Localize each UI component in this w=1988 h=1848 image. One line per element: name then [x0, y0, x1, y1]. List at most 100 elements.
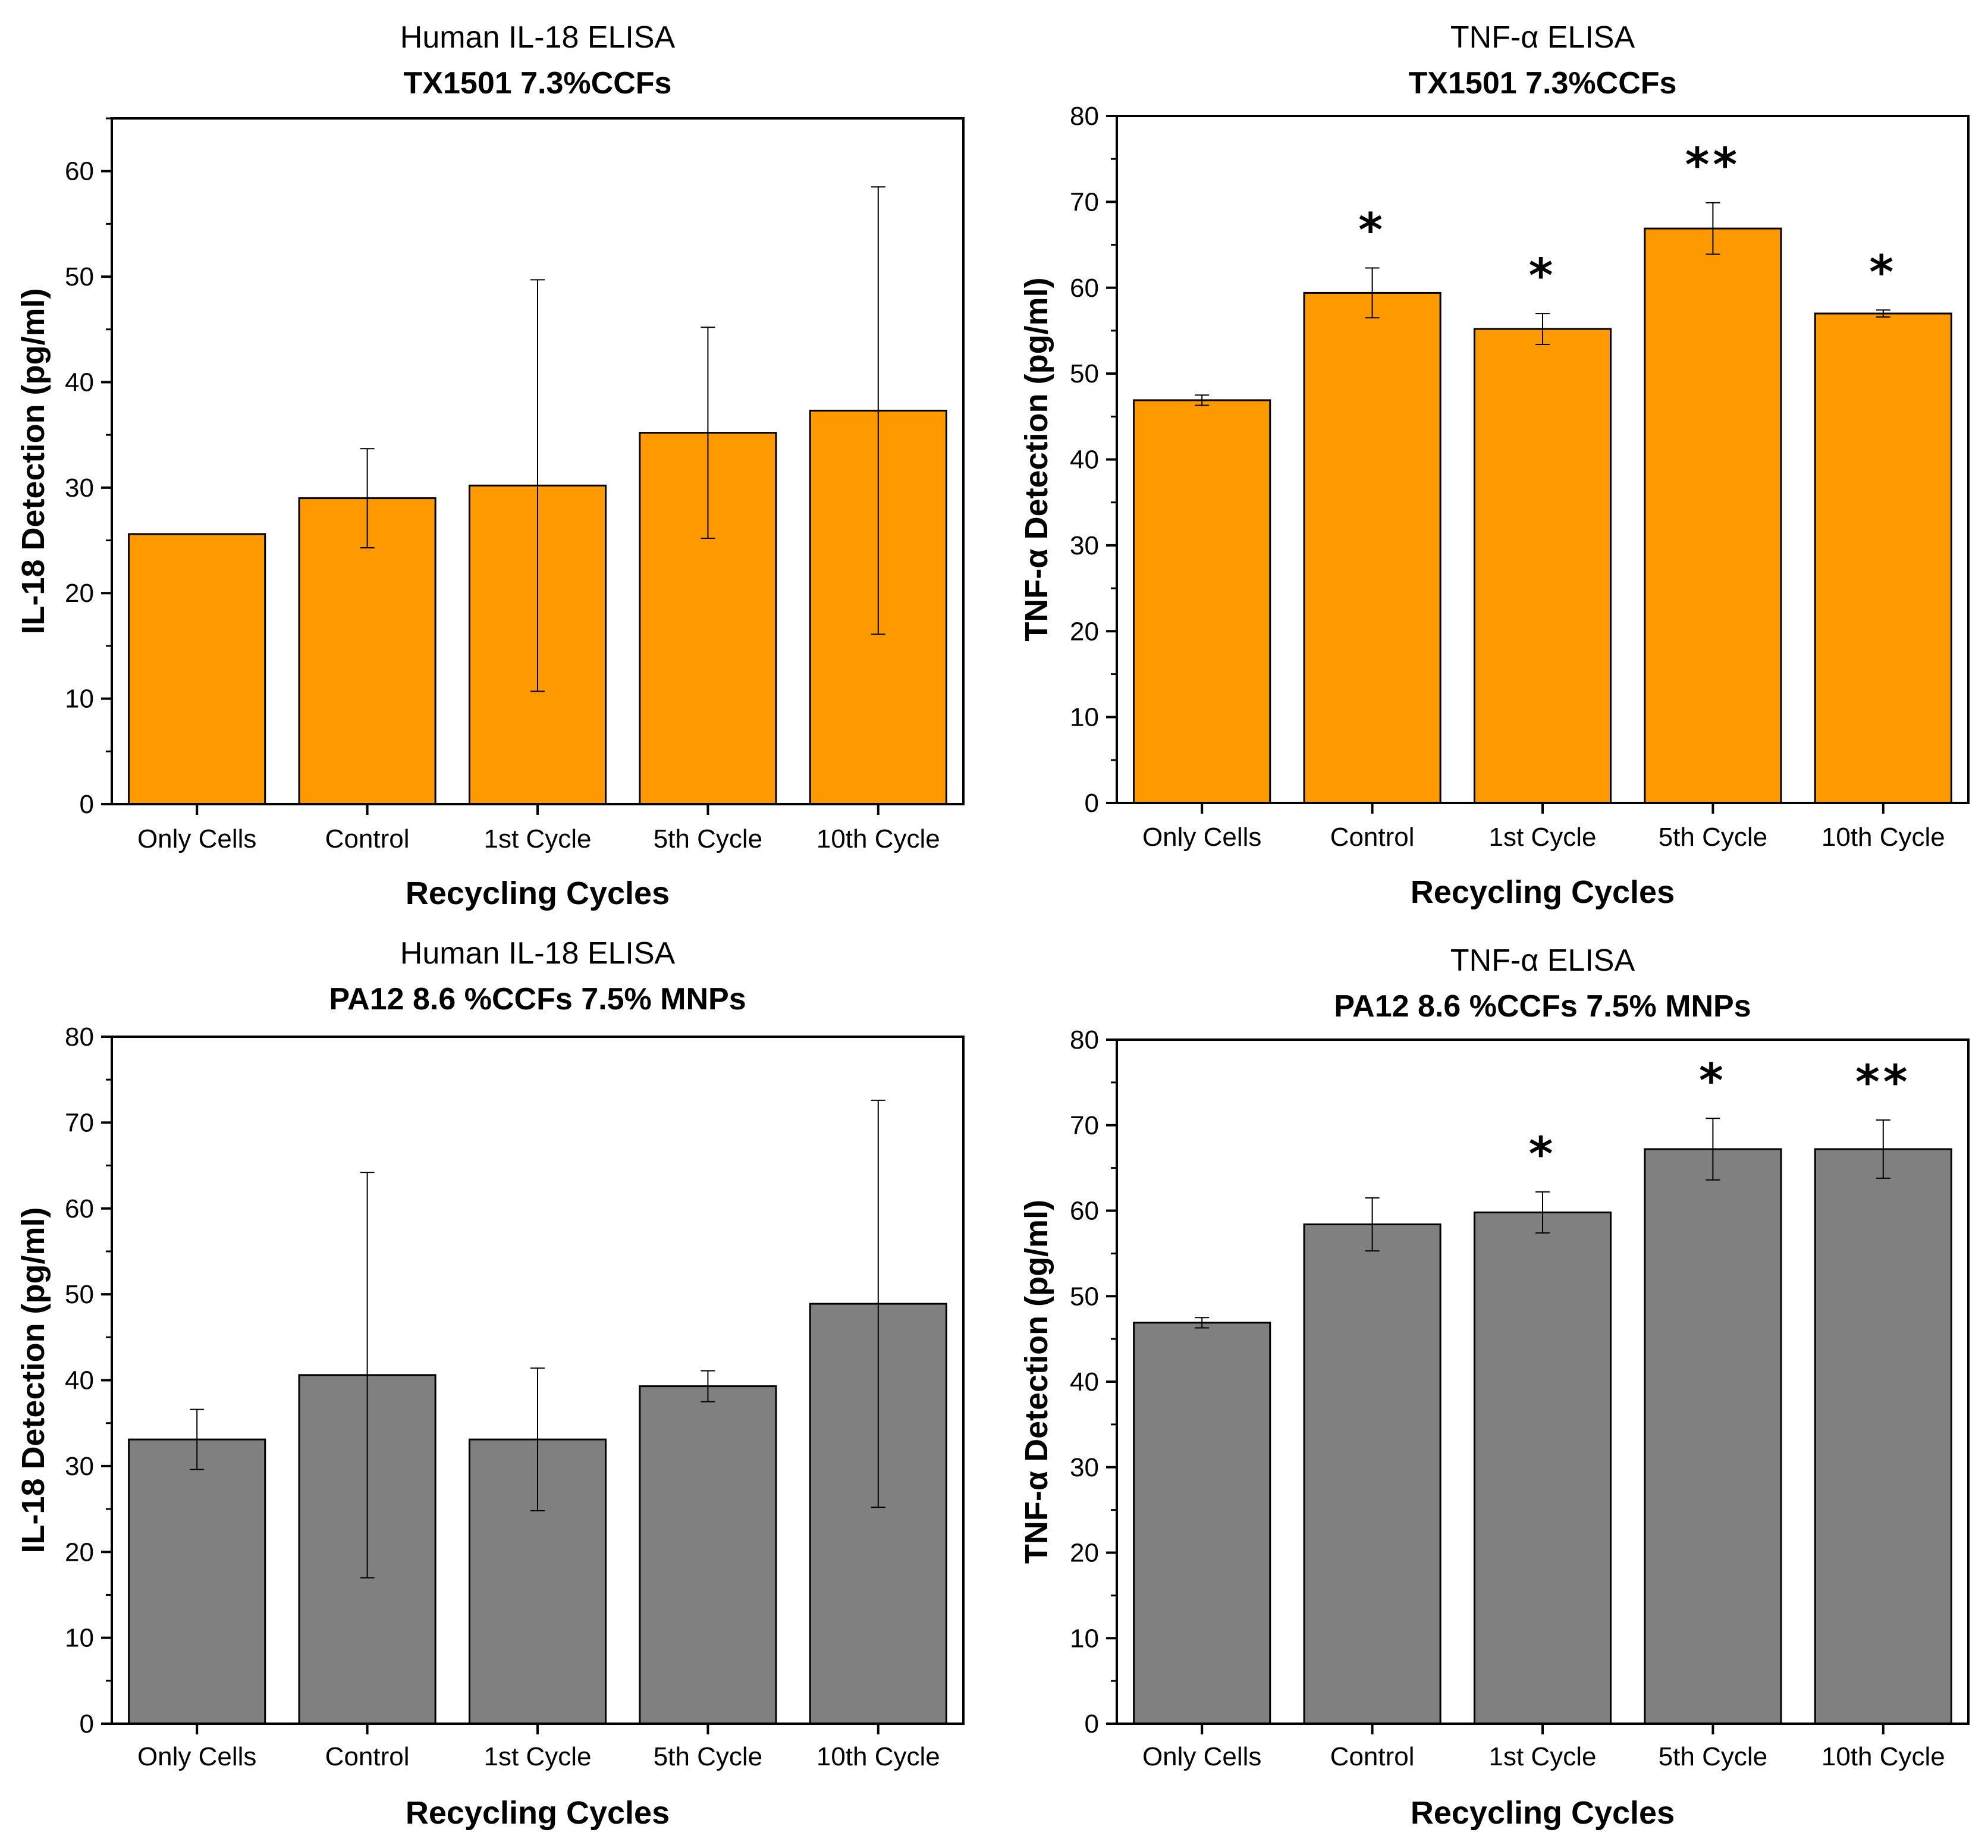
bar	[639, 1385, 777, 1725]
bar	[1814, 1148, 1952, 1725]
error-bar	[871, 186, 885, 635]
y-tick-label: 30	[65, 473, 94, 503]
y-tick-label: 20	[1070, 1539, 1099, 1568]
y-tick-label: 30	[65, 1452, 94, 1481]
x-axis-title: Recycling Cycles	[1411, 1795, 1675, 1831]
y-tick-label: 40	[1070, 445, 1099, 475]
error-bar	[360, 1172, 375, 1579]
error-bar	[530, 1367, 545, 1511]
y-tick-label: 50	[65, 262, 94, 291]
y-tick-label: 60	[65, 1194, 94, 1223]
y-tick-label: 80	[65, 1022, 94, 1052]
y-tick-label: 70	[1070, 187, 1099, 217]
significance-label: *	[1358, 204, 1386, 258]
x-tick-label: 5th Cycle	[1659, 823, 1767, 852]
significance-label: *	[1529, 1128, 1557, 1181]
y-tick-label: 50	[1070, 359, 1099, 388]
y-tick-label: 10	[65, 685, 94, 714]
error-bar	[1876, 309, 1890, 318]
y-tick-label: 50	[1070, 1282, 1099, 1311]
chart-subtitle: TX1501 7.3%CCFs	[1409, 66, 1677, 101]
chart-subtitle: TX1501 7.3%CCFs	[404, 66, 672, 101]
chart-panel-1: Human IL-18 ELISA TX1501 7.3%CCFs 0 10 20 30 4…	[15, 20, 965, 911]
bar	[1133, 399, 1271, 804]
x-tick-label: 1st Cycle	[1489, 1742, 1597, 1771]
x-tick-label: 1st Cycle	[1489, 823, 1597, 852]
bar	[1644, 227, 1782, 804]
x-axis-title: Recycling Cycles	[406, 876, 670, 911]
y-tick-label: 30	[1070, 1453, 1099, 1482]
bar	[1814, 312, 1952, 804]
x-tick-label: Only Cells	[137, 1742, 257, 1771]
chart-subtitle: PA12 8.6 %CCFs 7.5% MNPs	[329, 982, 746, 1016]
y-tick-label: 70	[1070, 1111, 1099, 1140]
error-bar	[701, 327, 715, 539]
chart-title: Human IL-18 ELISA	[400, 20, 676, 55]
y-tick-label: 80	[1070, 102, 1099, 131]
x-axis-title: Recycling Cycles	[1411, 874, 1675, 910]
x-tick-label: 5th Cycle	[1659, 1742, 1767, 1771]
bar	[1133, 1322, 1271, 1725]
error-bar	[360, 448, 375, 548]
x-tick-label: 5th Cycle	[654, 824, 762, 854]
y-tick-label: 60	[1070, 274, 1099, 303]
y-tick-label: 40	[65, 1366, 94, 1395]
x-tick-label: 10th Cycle	[1821, 1742, 1945, 1771]
y-tick-label: 10	[1070, 703, 1099, 732]
y-axis-title: IL-18 Detection (pg/ml)	[15, 288, 51, 634]
y-tick-label: 60	[1070, 1197, 1099, 1226]
error-bar	[1535, 313, 1550, 346]
x-tick-label: Control	[1330, 823, 1415, 852]
bar	[1303, 1223, 1441, 1725]
bar	[298, 497, 436, 805]
y-tick-label: 30	[1070, 531, 1099, 560]
y-tick-label: 0	[80, 1709, 94, 1739]
y-tick-label: 20	[65, 579, 94, 608]
y-tick-label: 60	[65, 157, 94, 186]
x-tick-label: Control	[325, 1742, 410, 1771]
y-axis-title: IL-18 Detection (pg/ml)	[15, 1207, 51, 1553]
bar	[1644, 1148, 1782, 1725]
y-tick-label: 0	[1085, 789, 1099, 818]
y-tick-label: 40	[65, 368, 94, 397]
error-bar	[1365, 1197, 1380, 1252]
bar	[1303, 291, 1441, 804]
y-tick-label: 70	[65, 1108, 94, 1137]
bar	[128, 533, 266, 805]
x-tick-label: 1st Cycle	[484, 824, 592, 854]
significance-label: **	[1855, 1056, 1911, 1110]
chart-title: Human IL-18 ELISA	[400, 936, 676, 971]
chart-subtitle: PA12 8.6 %CCFs 7.5% MNPs	[1334, 989, 1751, 1024]
x-tick-label: Control	[325, 824, 410, 854]
error-bar	[1706, 1118, 1720, 1181]
y-tick-label: 80	[1070, 1025, 1099, 1055]
error-bar	[530, 279, 545, 692]
bar	[128, 1438, 266, 1725]
x-axis-title: Recycling Cycles	[406, 1795, 670, 1831]
x-tick-label: 1st Cycle	[484, 1742, 592, 1771]
y-tick-label: 0	[80, 790, 94, 819]
x-tick-label: 10th Cycle	[1821, 823, 1945, 852]
y-axis-title: TNF-α Detection (pg/ml)	[1019, 1200, 1054, 1564]
x-tick-label: 10th Cycle	[816, 824, 940, 854]
bar	[1473, 328, 1612, 804]
error-bar	[1195, 394, 1210, 406]
chart-title: TNF-α ELISA	[1450, 20, 1635, 55]
significance-label: **	[1685, 139, 1741, 192]
bar	[1473, 1211, 1612, 1725]
y-tick-label: 40	[1070, 1367, 1099, 1397]
error-bar	[1706, 202, 1720, 255]
significance-label: *	[1529, 250, 1557, 303]
y-tick-label: 0	[1085, 1709, 1099, 1739]
error-bar	[1535, 1191, 1550, 1234]
significance-label: *	[1699, 1055, 1727, 1108]
error-bar	[1876, 1119, 1890, 1179]
x-tick-label: 5th Cycle	[654, 1742, 762, 1771]
x-tick-label: 10th Cycle	[816, 1742, 940, 1771]
chart-title: TNF-α ELISA	[1450, 943, 1635, 978]
x-tick-label: Only Cells	[137, 824, 257, 854]
error-bar	[871, 1099, 885, 1508]
